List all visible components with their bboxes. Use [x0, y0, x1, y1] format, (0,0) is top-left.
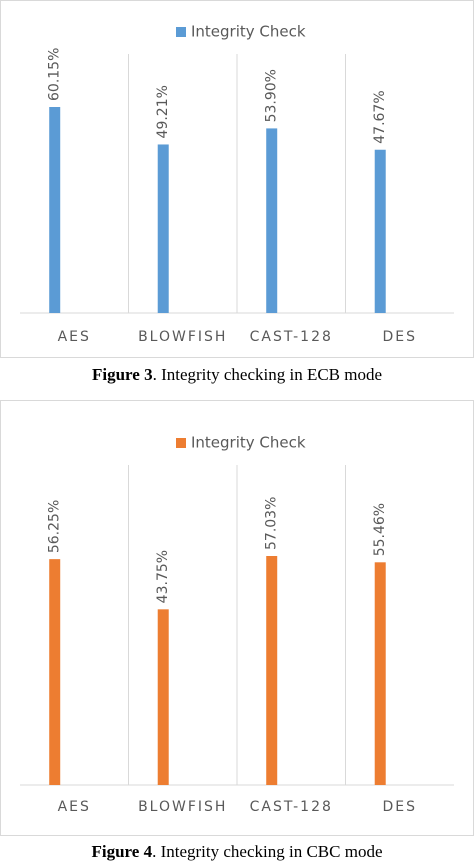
caption: Figure 4. Integrity checking in CBC mode	[91, 842, 382, 861]
legend-label: Integrity Check	[191, 434, 306, 452]
legend-swatch	[176, 27, 186, 37]
category-label: AES	[58, 799, 91, 815]
category-label: DES	[382, 329, 417, 345]
legend-swatch	[176, 438, 186, 448]
value-label: 53.90%	[264, 69, 280, 122]
category-label: DES	[382, 799, 417, 815]
bar	[157, 609, 169, 785]
value-label: 60.15%	[47, 48, 63, 101]
caption-text: . Integrity checking in ECB mode	[153, 365, 382, 384]
category-label: CAST-128	[250, 329, 333, 345]
bar	[266, 128, 278, 313]
category-label: BLOWFISH	[138, 329, 227, 345]
caption: Figure 3. Integrity checking in ECB mode	[92, 365, 382, 384]
value-label: 56.25%	[47, 500, 63, 553]
value-label: 57.03%	[264, 497, 280, 550]
bar	[374, 562, 386, 785]
category-label: BLOWFISH	[138, 799, 227, 815]
bar	[157, 144, 169, 313]
value-label: 49.21%	[155, 85, 171, 138]
value-label: 55.46%	[372, 503, 388, 556]
bar	[49, 559, 61, 785]
legend-label: Integrity Check	[191, 23, 306, 41]
caption-label: Figure 3	[92, 365, 153, 384]
value-label: 47.67%	[372, 90, 388, 143]
bar	[49, 107, 61, 313]
caption-label: Figure 4	[91, 842, 152, 861]
value-label: 43.75%	[155, 550, 171, 603]
caption-text: . Integrity checking in CBC mode	[152, 842, 382, 861]
category-label: AES	[58, 329, 91, 345]
category-label: CAST-128	[250, 799, 333, 815]
bar	[266, 556, 278, 785]
bar	[374, 149, 386, 313]
